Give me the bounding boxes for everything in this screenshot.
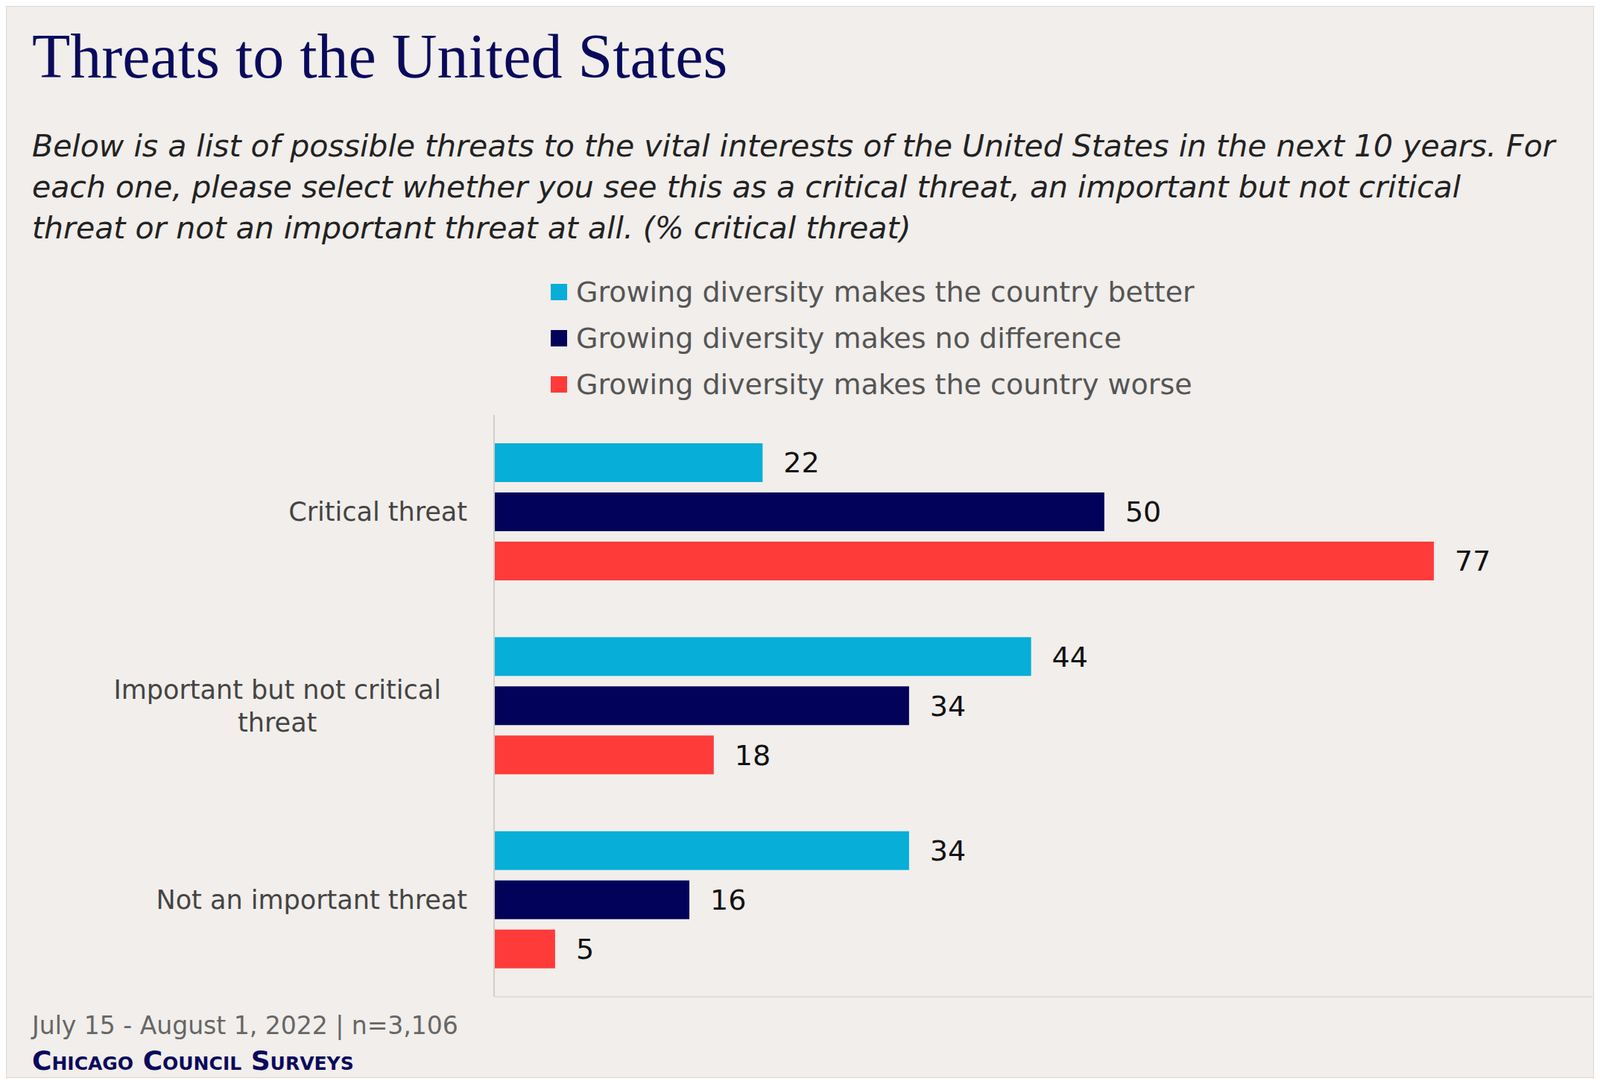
svg-text:5: 5 [576,933,594,966]
svg-text:77: 77 [1454,544,1491,578]
svg-text:44: 44 [1052,640,1089,674]
html-text:Threats to the United States: Threats to the United States [32,21,728,91]
svg-text:threat: threat [237,707,317,738]
svg-text:22: 22 [783,446,820,480]
svg-text:34: 34 [930,690,966,723]
svg-text:34: 34 [930,834,966,868]
html-text:Growing diversity makes the co: Growing diversity makes the country wors… [576,368,1193,401]
svg-text:16: 16 [710,883,746,917]
svg-text:50: 50 [1125,495,1162,529]
svg-text:18: 18 [734,739,771,773]
svg-text:Critical threat: Critical threat [288,497,468,527]
html-text:Growing diversity makes the co: Growing diversity makes the country bett… [576,275,1195,309]
svg-text:Not an important threat: Not an important threat [156,885,468,916]
html-text:Below is a list of possible th: Below is a list of possible threats to t… [32,128,1555,246]
html-text:Growing diversity makes no dif: Growing diversity makes no difference [576,321,1122,355]
html-text:Chicago Council Surveys: Chicago Council Surveys [32,1045,354,1077]
html-text:July 15 - August 1, 2022 | n=3: July 15 - August 1, 2022 | n=3,106 [32,1011,459,1041]
svg-text:Important but not critical: Important but not critical [113,675,442,705]
